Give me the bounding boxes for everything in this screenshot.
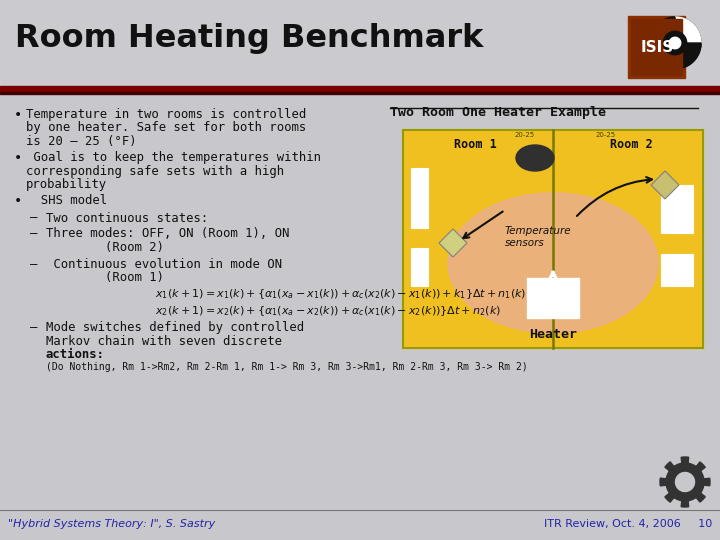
Text: Room 1: Room 1 xyxy=(454,138,496,151)
Polygon shape xyxy=(649,43,675,69)
Text: actions:: actions: xyxy=(46,348,105,361)
Text: Two Room One Heater Example: Two Room One Heater Example xyxy=(390,106,606,119)
Text: Room Heating Benchmark: Room Heating Benchmark xyxy=(15,23,483,53)
Text: by one heater. Safe set for both rooms: by one heater. Safe set for both rooms xyxy=(26,122,306,134)
Bar xyxy=(403,130,703,348)
Text: (Room 2): (Room 2) xyxy=(46,240,164,253)
Text: probability: probability xyxy=(26,178,107,191)
Polygon shape xyxy=(675,17,701,43)
Text: Three modes: OFF, ON (Room 1), ON: Three modes: OFF, ON (Room 1), ON xyxy=(46,227,289,240)
Bar xyxy=(527,278,579,318)
Text: 20-25: 20-25 xyxy=(515,132,535,138)
Text: (Do Nothing, Rm 1->Rm2, Rm 2-Rm 1, Rm 1-> Rm 3, Rm 3->Rm1, Rm 2-Rm 3, Rm 3-> Rm : (Do Nothing, Rm 1->Rm2, Rm 2-Rm 1, Rm 1-… xyxy=(46,362,528,372)
Text: Temperature in two rooms is controlled: Temperature in two rooms is controlled xyxy=(26,108,306,121)
Polygon shape xyxy=(660,457,710,507)
Polygon shape xyxy=(670,37,680,49)
Bar xyxy=(403,130,703,348)
Text: SHS model: SHS model xyxy=(26,194,107,207)
Ellipse shape xyxy=(448,193,658,333)
Bar xyxy=(0,0,720,85)
Text: Goal is to keep the temperatures within: Goal is to keep the temperatures within xyxy=(26,151,321,164)
Text: is 20 – 25 (°F): is 20 – 25 (°F) xyxy=(26,135,137,148)
Text: –: – xyxy=(30,321,37,334)
Text: •: • xyxy=(14,194,22,208)
Polygon shape xyxy=(651,171,679,199)
Text: –: – xyxy=(30,258,37,271)
Text: Two continuous states:: Two continuous states: xyxy=(46,212,208,225)
Bar xyxy=(628,16,685,78)
Ellipse shape xyxy=(516,145,554,171)
Text: •: • xyxy=(14,151,22,165)
Polygon shape xyxy=(439,229,467,257)
Text: –: – xyxy=(30,212,37,225)
Text: –: – xyxy=(30,227,37,240)
Text: 20-25: 20-25 xyxy=(596,132,616,138)
Bar xyxy=(661,185,693,233)
Polygon shape xyxy=(649,17,675,43)
Text: $x_2(k+1) = x_2(k) + \{\alpha_1(x_a - x_2(k)) + \alpha_c(x_1(k)-x_2(k))\}\Delta : $x_2(k+1) = x_2(k) + \{\alpha_1(x_a - x_… xyxy=(155,304,501,318)
Text: Temperature
sensors: Temperature sensors xyxy=(505,226,572,248)
Bar xyxy=(0,92,720,94)
Polygon shape xyxy=(663,31,687,55)
Bar xyxy=(661,254,693,286)
Text: (Room 1): (Room 1) xyxy=(46,272,164,285)
Polygon shape xyxy=(675,43,701,69)
Text: $x_1(k+1) = x_1(k) + \{\alpha_1(x_a - x_1(k)) + \alpha_c(x_2(k)-x_1(k)) + k_1\}\: $x_1(k+1) = x_1(k) + \{\alpha_1(x_a - x_… xyxy=(155,287,526,301)
Text: "Hybrid Systems Theory: I", S. Sastry: "Hybrid Systems Theory: I", S. Sastry xyxy=(8,519,215,529)
Text: Mode switches defined by controlled: Mode switches defined by controlled xyxy=(46,321,304,334)
Polygon shape xyxy=(675,472,695,491)
Polygon shape xyxy=(649,17,701,69)
Bar xyxy=(411,168,428,228)
Bar xyxy=(0,86,720,91)
Text: Markov chain with seven discrete: Markov chain with seven discrete xyxy=(46,335,282,348)
Text: corresponding safe sets with a high: corresponding safe sets with a high xyxy=(26,165,284,178)
Text: ISIS: ISIS xyxy=(640,39,674,55)
Text: Heater: Heater xyxy=(529,328,577,341)
Bar xyxy=(631,19,682,75)
Text: •: • xyxy=(14,108,22,122)
Bar xyxy=(411,248,428,286)
Text: Continuous evolution in mode ON: Continuous evolution in mode ON xyxy=(46,258,282,271)
Text: Room 2: Room 2 xyxy=(610,138,652,151)
Text: ITR Review, Oct. 4, 2006     10: ITR Review, Oct. 4, 2006 10 xyxy=(544,519,712,529)
